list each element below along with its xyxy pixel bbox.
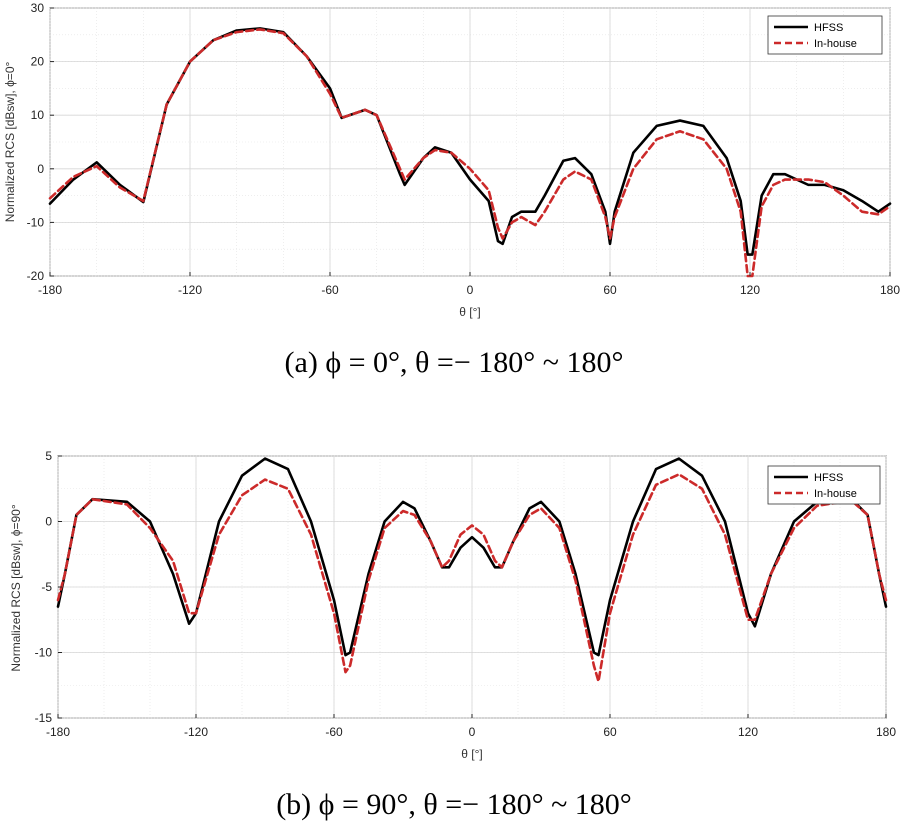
x-tick-label: 180	[876, 725, 896, 739]
series-line-inhouse	[48, 28, 892, 278]
y-tick-label: -10	[35, 646, 53, 660]
x-axis-label: θ [°]	[459, 305, 480, 319]
y-tick-label: 0	[37, 162, 44, 176]
legend: HFSS In-house	[767, 15, 883, 55]
y-axis-label: Normalized RCS [dBsw], ϕ=0°	[3, 62, 17, 223]
y-tick-label: 30	[31, 1, 45, 15]
x-tick-label: 120	[738, 725, 758, 739]
x-tick-label: 0	[467, 283, 474, 297]
x-tick-label: 180	[880, 283, 900, 297]
x-tick-label: -120	[178, 283, 202, 297]
legend-box	[767, 465, 881, 505]
x-tick-label: 60	[603, 283, 617, 297]
x-tick-label: 60	[603, 725, 617, 739]
x-axis-label: θ [°]	[461, 747, 482, 761]
x-tick-label: -180	[38, 283, 62, 297]
tick-labels: -180 -120 -60 0 60 120 180 -20 -10 0 10 20 30	[27, 1, 901, 297]
caption-b: (b) ϕ = 90°, θ =− 180° ~ 180°	[276, 788, 632, 821]
y-tick-label: -10	[27, 215, 45, 229]
x-tick-label: -60	[325, 725, 343, 739]
x-tick-label: -60	[321, 283, 339, 297]
y-tick-label: 10	[31, 108, 45, 122]
legend-label-hfss: HFSS	[814, 472, 843, 484]
x-tick-label: -120	[184, 725, 208, 739]
y-tick-label: -15	[35, 711, 53, 725]
legend-label-inhouse: In-house	[814, 38, 857, 50]
y-tick-label: 0	[45, 515, 52, 529]
x-tick-label: 0	[469, 725, 476, 739]
chart-panel-b: -180 -120 -60 0 60 120 180 -15 -10 -5 0 5 θ [°] Nor…	[9, 449, 896, 821]
series-line-hfss	[48, 27, 892, 256]
tick-labels: -180 -120 -60 0 60 120 180 -15 -10 -5 0 5	[35, 449, 897, 739]
caption-a: (a) ϕ = 0°, θ =− 180° ~ 180°	[285, 346, 624, 379]
x-tick-label: 120	[740, 283, 760, 297]
x-tick-label: -180	[46, 725, 70, 739]
legend-label-inhouse: In-house	[814, 488, 857, 500]
y-tick-label: -5	[41, 580, 52, 594]
series-group	[48, 27, 892, 278]
legend-box	[767, 15, 883, 55]
y-tick-label: 20	[31, 55, 45, 69]
series-group	[56, 457, 888, 683]
series-line-inhouse	[56, 473, 888, 683]
y-axis-label: Normalized RCS [dBsw], ϕ=90°	[9, 504, 23, 671]
y-tick-label: -20	[27, 269, 45, 283]
legend-label-hfss: HFSS	[814, 22, 843, 34]
legend: HFSS In-house	[767, 465, 881, 505]
y-tick-label: 5	[45, 449, 52, 463]
